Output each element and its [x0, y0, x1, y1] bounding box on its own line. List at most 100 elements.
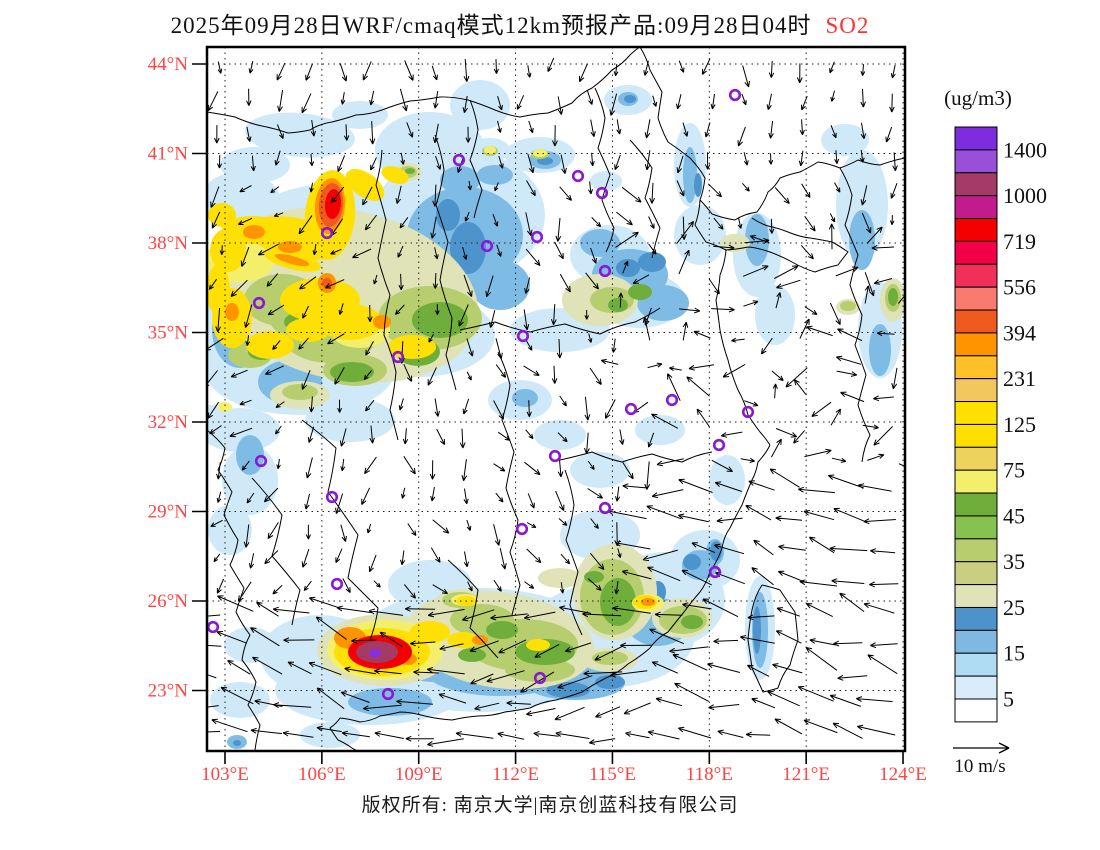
colorbar-value-label: 15	[1003, 641, 1025, 666]
so2-fill-blob	[246, 331, 294, 359]
pollution-blobs	[207, 80, 905, 749]
lon-label: 121°E	[782, 764, 830, 785]
so2-fill-blob	[592, 651, 628, 665]
so2-fill-blob	[224, 627, 276, 663]
colorbar-value-label: 125	[1003, 412, 1036, 437]
so2-fill-blob	[222, 445, 278, 515]
so2-fill-blob	[537, 157, 553, 165]
so2-fill-blob	[683, 554, 701, 570]
coastline-path	[434, 134, 457, 391]
colorbar-box	[954, 446, 998, 471]
so2-fill-blob	[538, 568, 582, 588]
so2-fill-blob	[345, 169, 385, 201]
station-marker	[325, 490, 339, 504]
so2-fill-blob	[208, 203, 236, 227]
lat-label: 44°N	[148, 54, 189, 75]
lat-label: 41°N	[148, 144, 189, 165]
so2-fill-blob	[512, 389, 538, 407]
coastline-path	[375, 149, 399, 441]
so2-fill-blob	[322, 278, 332, 288]
so2-fill-blob	[412, 302, 468, 338]
colorbar-box	[954, 149, 998, 174]
colorbar-value-label: 35	[1003, 549, 1025, 574]
coastline-path	[329, 717, 361, 751]
coastline-path	[594, 87, 615, 253]
colorbar-box	[954, 218, 998, 242]
lon-label: 112°E	[492, 764, 539, 785]
so2-fill-blob	[207, 408, 280, 452]
so2-fill-blob	[590, 171, 622, 191]
lon-label: 106°E	[298, 764, 346, 785]
so2-fill-blob	[225, 303, 239, 321]
colorbar-box	[954, 629, 998, 654]
so2-fill-blob	[683, 147, 697, 203]
so2-fill-blob	[869, 324, 891, 376]
so2-fill-blob	[274, 253, 310, 267]
so2-fill-blob	[348, 688, 432, 716]
lat-label: 26°N	[148, 591, 189, 612]
colorbar-box	[954, 652, 998, 677]
so2-fill-blob	[595, 675, 625, 689]
so2-fill-blob	[584, 571, 604, 583]
coastline-path	[301, 419, 379, 641]
colorbar-box	[954, 332, 998, 357]
so2-fill-blob	[533, 149, 547, 157]
coastline-path	[564, 469, 583, 636]
station-marker	[598, 264, 612, 278]
colorbar-box	[954, 675, 998, 700]
so2-fill-blob	[470, 260, 530, 310]
so2-fill-blob	[505, 658, 575, 682]
so2-fill-blob	[821, 124, 869, 156]
so2-fill-blob	[300, 722, 360, 748]
so2-fill-blob	[674, 205, 726, 265]
so2-fill-blob	[233, 740, 241, 746]
so2-fill-blob	[641, 598, 655, 606]
map-interior	[207, 47, 905, 751]
colorbar-box	[954, 355, 998, 380]
station-marker	[728, 88, 742, 102]
station-marker	[480, 239, 494, 253]
lon-axis-labels: 103°E 106°E 109°E 112°E 115°E 118°E 121°E 124°E	[201, 764, 927, 785]
latlon-grid	[207, 47, 905, 751]
coastline-path	[447, 559, 499, 659]
colorbar-box	[954, 698, 998, 723]
lat-label: 29°N	[148, 502, 189, 523]
so2-fill-blob	[286, 318, 330, 342]
colorbar-box	[954, 378, 998, 403]
colorbar-unit-label: (ug/m3)	[944, 86, 1012, 110]
colorbar-box	[954, 561, 998, 586]
station-marker	[548, 449, 562, 463]
coastline-path	[629, 139, 661, 259]
so2-fill-blob	[681, 615, 703, 629]
so2-fill-blob	[447, 632, 479, 648]
station-marker	[533, 671, 547, 685]
so2-fill-blob	[450, 222, 486, 274]
colorbar-value-label: 1400	[1003, 137, 1047, 162]
station-marker	[320, 226, 334, 240]
colorbar-box	[954, 263, 998, 288]
so2-fill-blob	[458, 648, 486, 662]
copyright-text: 版权所有: 南京大学|南京创蓝科技有限公司	[361, 795, 739, 816]
coastline-path	[497, 351, 521, 616]
station-marker	[598, 501, 612, 515]
so2-fill-blob	[324, 189, 342, 219]
so2-fill-blob	[624, 95, 636, 103]
so2-fill-blob	[709, 455, 745, 505]
so2-fill-blob	[694, 173, 702, 197]
station-marker	[254, 454, 268, 468]
station-marker	[381, 687, 395, 701]
coastline-path	[747, 584, 799, 693]
station-marker	[571, 169, 585, 183]
colorbar-value-label: 75	[1003, 458, 1025, 483]
colorbar: 1400 1000 719 556 394 231 125 75 45 35 25 15 5	[954, 126, 1047, 723]
station-marker	[595, 186, 609, 200]
so2-fill-blob	[753, 606, 761, 654]
coastline-path	[207, 429, 261, 751]
coastline-path	[715, 249, 771, 446]
so2-fill-blob	[546, 682, 590, 698]
so2-fill-blob	[245, 112, 355, 158]
so2-fill-blob	[236, 435, 264, 475]
colorbar-box	[954, 172, 998, 197]
